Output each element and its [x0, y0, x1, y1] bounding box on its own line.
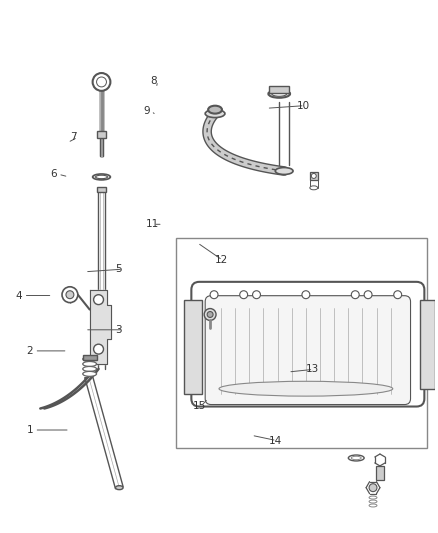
Circle shape [369, 484, 377, 491]
Ellipse shape [268, 90, 290, 98]
Text: 2: 2 [27, 346, 33, 356]
Text: 14: 14 [269, 435, 282, 446]
Text: 12: 12 [215, 255, 228, 265]
Text: 15: 15 [193, 401, 206, 411]
Circle shape [92, 73, 110, 91]
Text: 7: 7 [70, 132, 77, 142]
Circle shape [253, 290, 261, 298]
Circle shape [240, 290, 247, 298]
Ellipse shape [369, 500, 377, 503]
Ellipse shape [351, 456, 361, 460]
Circle shape [62, 287, 78, 303]
Ellipse shape [348, 455, 364, 461]
Circle shape [364, 290, 372, 298]
Ellipse shape [83, 361, 96, 367]
Ellipse shape [83, 367, 96, 372]
Ellipse shape [369, 504, 377, 507]
Circle shape [394, 290, 402, 298]
Circle shape [311, 173, 316, 179]
Polygon shape [90, 290, 111, 364]
Bar [176, 238, 427, 448]
Circle shape [94, 344, 103, 354]
Text: 6: 6 [50, 169, 57, 179]
Text: 3: 3 [115, 325, 122, 335]
Bar [184, 300, 202, 394]
Circle shape [210, 290, 218, 298]
Circle shape [96, 77, 106, 87]
Ellipse shape [272, 91, 286, 96]
Circle shape [302, 290, 310, 298]
Text: 9: 9 [143, 106, 150, 116]
Bar [83, 355, 96, 360]
Ellipse shape [310, 186, 318, 190]
Circle shape [204, 309, 216, 320]
Bar [269, 86, 289, 93]
Circle shape [66, 290, 74, 298]
Ellipse shape [83, 372, 96, 376]
Ellipse shape [95, 175, 107, 179]
Text: 4: 4 [16, 290, 22, 301]
Text: 5: 5 [115, 264, 122, 274]
Bar [96, 132, 106, 139]
Text: 10: 10 [297, 101, 310, 111]
Ellipse shape [116, 486, 123, 490]
Ellipse shape [208, 106, 222, 114]
Bar [310, 172, 318, 180]
Ellipse shape [83, 357, 96, 361]
FancyBboxPatch shape [191, 282, 424, 407]
Ellipse shape [369, 496, 377, 499]
Text: 13: 13 [305, 365, 319, 374]
Text: 8: 8 [150, 76, 156, 86]
Ellipse shape [275, 167, 293, 174]
Circle shape [94, 295, 103, 304]
Ellipse shape [219, 381, 393, 396]
Bar [420, 300, 435, 389]
FancyBboxPatch shape [205, 296, 410, 405]
Text: 11: 11 [145, 219, 159, 229]
Circle shape [207, 311, 213, 318]
Circle shape [351, 290, 359, 298]
Bar [376, 466, 384, 480]
Ellipse shape [92, 174, 110, 180]
Text: 1: 1 [27, 425, 33, 435]
Bar [96, 187, 106, 192]
Ellipse shape [205, 110, 225, 118]
